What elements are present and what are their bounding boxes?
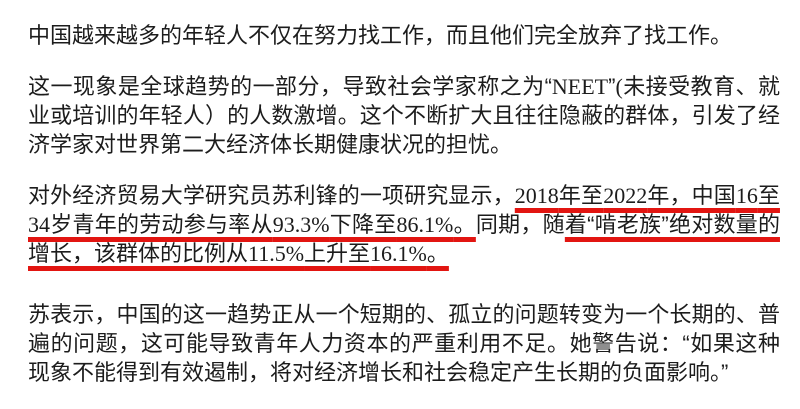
latin-text: 2022 — [603, 183, 648, 208]
text-segment: 中国越来越多的年轻人不仅在努力找工作，而且他们完全放弃了找工作。 — [28, 23, 733, 48]
latin-text: NEET — [551, 74, 609, 99]
article-body: 中国越来越多的年轻人不仅在努力找工作，而且他们完全放弃了找工作。这一现象是全球趋… — [28, 21, 780, 409]
paragraph-1: 中国越来越多的年轻人不仅在努力找工作，而且他们完全放弃了找工作。 — [28, 21, 780, 50]
paragraph-2: 这一现象是全球趋势的一部分，导致社会学家称之为“NEET”(未接受教育、就业或培… — [28, 72, 780, 159]
latin-text: 16 — [735, 183, 758, 208]
text-segment: 苏表示，中国的这一趋势正从一个短期的、孤立的问题转变为一个长期的、普遍的问题，这… — [28, 302, 780, 385]
latin-text: 11.5% — [248, 241, 305, 266]
text-segment: 同期，随 — [475, 212, 565, 237]
latin-text: ( — [615, 74, 623, 99]
underlined-text-segment: 2018年至2022年，中国16至34岁青年的劳动参与率从93.3%下降至86.… — [28, 183, 780, 237]
latin-text: 34 — [28, 212, 50, 237]
paragraph-3: 对外经济贸易大学研究员苏利锋的一项研究显示，2018年至2022年，中国16至3… — [28, 181, 780, 268]
latin-text: 16.1% — [370, 241, 427, 266]
latin-text: 2018 — [514, 183, 559, 208]
text-segment: 对外经济贸易大学研究员苏利锋的一项研究显示， — [28, 183, 515, 208]
latin-text: 86.1% — [396, 212, 454, 237]
underlined-text-segment: 着“啃老族”绝对数量的增长，该群体的比例从11.5%上升至16.1%。 — [28, 212, 780, 266]
paragraph-4: 苏表示，中国的这一趋势正从一个短期的、孤立的问题转变为一个长期的、普遍的问题，这… — [28, 300, 780, 387]
latin-text: 93.3% — [272, 212, 330, 237]
text-segment: 这一现象是全球趋势的一部分，导致社会学家称之为“NEET”(未接受教育、就业或培… — [28, 74, 780, 157]
